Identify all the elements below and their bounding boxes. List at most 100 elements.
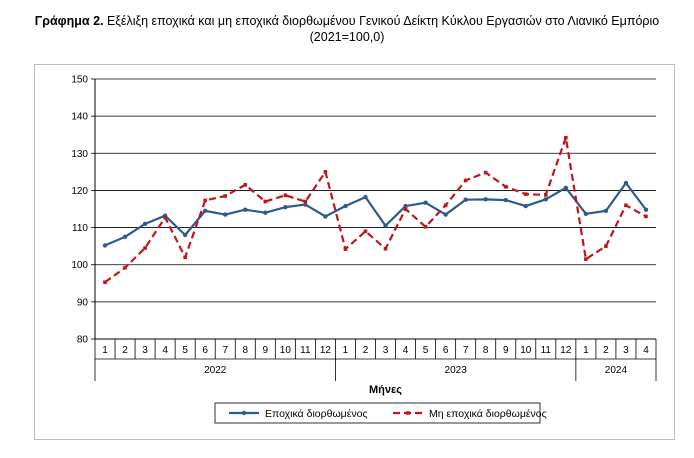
x-axis-title: Μήνες: [369, 384, 402, 396]
series-1-point: [584, 257, 588, 261]
legend-box: [214, 402, 541, 424]
series-0-point: [243, 207, 248, 212]
x-tick-label: 1: [583, 345, 589, 356]
series-1-point: [303, 199, 308, 204]
y-tick-label-150: 150: [71, 75, 88, 86]
x-tick-label: 5: [423, 345, 429, 356]
x-tick-label: 3: [623, 345, 629, 356]
series-1-point: [604, 244, 608, 248]
legend-marker-1: [406, 411, 410, 415]
series-1-point: [503, 184, 508, 189]
y-tick-label-140: 140: [71, 112, 88, 123]
series-0-point: [623, 180, 629, 186]
series-1-point: [123, 265, 127, 270]
year-label-2024: 2024: [605, 365, 628, 376]
series-1-point: [624, 203, 628, 208]
x-tick-label: 2: [603, 345, 609, 356]
x-tick-label: 7: [222, 345, 228, 356]
series-1-point: [523, 192, 528, 196]
series-1-point: [443, 203, 448, 208]
series-1-point: [363, 229, 368, 234]
series-0-point: [443, 212, 448, 217]
series-0-point: [202, 208, 208, 214]
series-0-point: [643, 207, 649, 212]
series-0-point: [102, 243, 108, 248]
series-0-point: [583, 211, 589, 217]
x-tick-label: 11: [300, 345, 311, 356]
x-tick-label: 1: [343, 345, 349, 356]
chart-title-text: Εξέλιξη εποχικά και μη εποχικά διορθωμέν…: [103, 14, 660, 28]
x-tick-label: 2: [122, 345, 128, 356]
chart-subtitle: (2021=100,0): [309, 30, 385, 44]
series-0-point: [523, 203, 528, 209]
series-0-point: [363, 194, 368, 200]
y-tick-label-90: 90: [77, 297, 89, 308]
y-tick-label-100: 100: [71, 260, 88, 271]
series-1-point: [423, 225, 428, 229]
legend-marker-0: [241, 410, 247, 416]
series-1-point: [223, 194, 228, 198]
series-0-point: [463, 197, 468, 202]
x-tick-label: 9: [263, 345, 269, 356]
x-tick-label: 12: [560, 345, 572, 356]
series-1-point: [243, 183, 248, 187]
x-tick-label: 7: [463, 345, 469, 356]
series-1-point: [103, 280, 107, 284]
x-tick-label: 2: [363, 345, 369, 356]
series-1-point: [163, 215, 167, 220]
y-tick-label-110: 110: [72, 223, 88, 234]
series-0-point: [483, 197, 488, 202]
x-tick-label: 4: [643, 345, 649, 356]
series-0-point: [343, 203, 348, 209]
series-1-point: [143, 246, 147, 250]
y-tick-label-120: 120: [71, 186, 88, 197]
chart-title: Γράφημα 2. Εξέλιξη εποχικά και μη εποχικ…: [0, 13, 694, 45]
x-tick-label: 8: [483, 345, 489, 356]
x-tick-label: 4: [162, 345, 168, 356]
x-tick-label: 3: [142, 345, 148, 356]
x-tick-label: 1: [102, 345, 108, 356]
x-tick-label: 11: [541, 345, 552, 356]
series-1-point: [483, 170, 488, 175]
series-1-point: [283, 193, 288, 198]
series-1-point: [383, 246, 388, 251]
x-tick-label: 9: [503, 345, 509, 356]
series-0-point: [563, 185, 569, 191]
series-1-point: [644, 214, 648, 219]
series-0-point: [263, 210, 268, 215]
series-0-point: [182, 232, 188, 238]
series-0-point: [283, 204, 288, 210]
series-1-point: [463, 178, 468, 183]
chart-frame: [34, 64, 675, 440]
x-tick-label: 4: [403, 345, 409, 356]
series-1-point: [544, 193, 548, 197]
series-1-point: [564, 135, 568, 140]
series-0-point: [503, 197, 508, 203]
x-tick-label: 10: [520, 345, 532, 356]
series-0-point: [142, 221, 148, 227]
year-label-2022: 2022: [204, 365, 227, 376]
series-1-point: [403, 207, 408, 211]
series-0-point: [223, 212, 228, 217]
series-0-point: [543, 197, 549, 202]
series-0-point: [303, 202, 308, 207]
x-tick-label: 5: [182, 345, 188, 356]
y-tick-label-130: 130: [71, 149, 88, 160]
legend-label-1: Μη εποχικά διορθωμένος: [429, 408, 547, 420]
x-tick-label: 12: [320, 345, 332, 356]
series-0-point: [383, 223, 388, 228]
series-line-0: [104, 181, 647, 247]
series-0-point: [603, 208, 609, 214]
series-1-point: [203, 198, 207, 203]
x-tick-label: 8: [242, 345, 248, 356]
year-label-2023: 2023: [445, 365, 468, 376]
x-tick-label: 6: [202, 345, 208, 356]
x-tick-label: 3: [383, 345, 389, 356]
series-0-point: [122, 234, 128, 240]
series-0-point: [323, 214, 328, 219]
series-1-point: [343, 247, 348, 251]
x-tick-label: 6: [443, 345, 449, 356]
y-tick-label-80: 80: [77, 335, 89, 346]
series-1-point: [323, 170, 328, 174]
